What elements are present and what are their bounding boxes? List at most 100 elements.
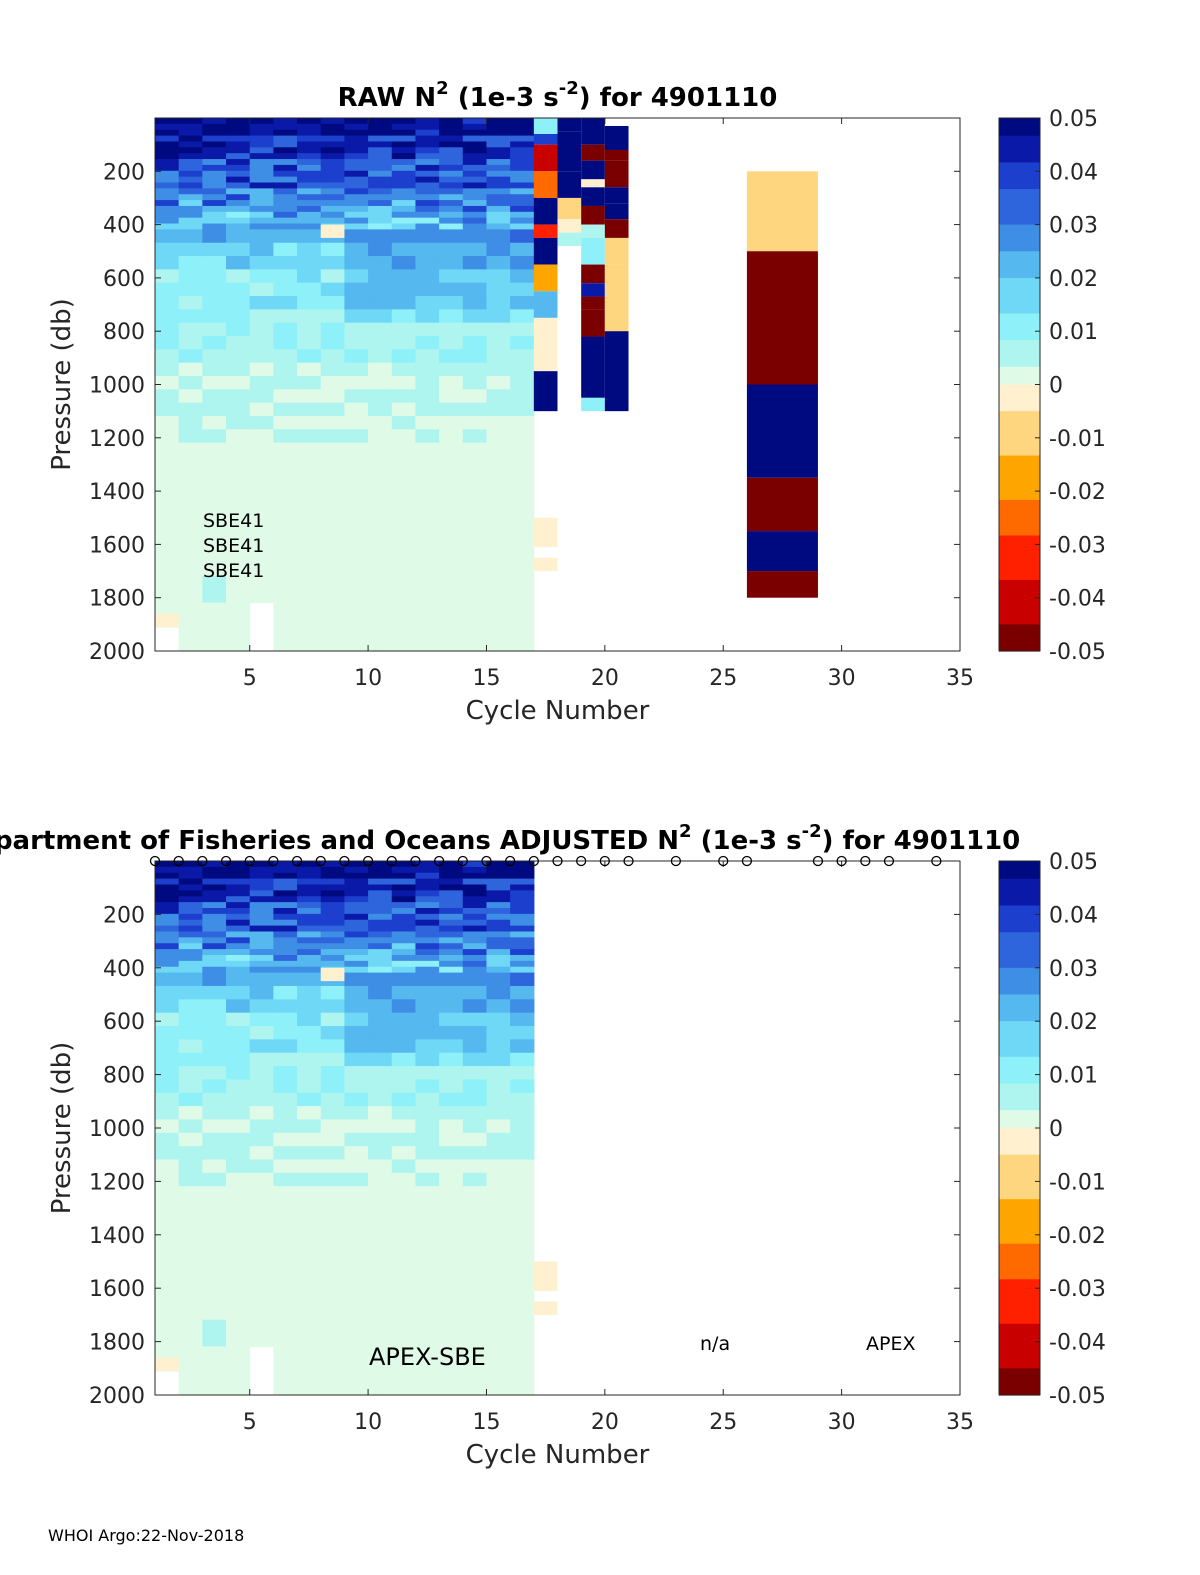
profile-cell bbox=[273, 890, 298, 897]
profile-cell bbox=[391, 1346, 417, 1374]
profile-cell bbox=[368, 902, 393, 909]
profile-cell bbox=[226, 349, 251, 364]
profile-cell bbox=[155, 1239, 180, 1267]
profile-cell bbox=[486, 878, 511, 886]
profile-cell bbox=[226, 429, 251, 444]
colorbar-band bbox=[999, 1297, 1040, 1307]
profile-cell bbox=[462, 925, 488, 933]
profile-cell bbox=[439, 960, 464, 968]
profile-cell bbox=[391, 322, 417, 337]
profile-cell bbox=[439, 1373, 464, 1396]
profile-cell bbox=[155, 549, 180, 577]
profile-cell bbox=[155, 890, 180, 897]
sensor-label: SBE41 bbox=[203, 510, 264, 532]
profile-cell bbox=[462, 1319, 488, 1348]
profile-cell bbox=[391, 966, 417, 974]
profile-cell bbox=[297, 211, 322, 219]
profile-cell bbox=[273, 256, 298, 270]
profile-cell bbox=[178, 282, 203, 297]
profile-cell bbox=[297, 1346, 322, 1374]
profile-cell bbox=[368, 296, 393, 310]
profile-cell bbox=[344, 902, 369, 909]
profile-cell bbox=[226, 861, 251, 868]
profile-cell bbox=[510, 147, 535, 154]
colorbar-tick-label: 0.04 bbox=[1049, 160, 1098, 185]
profile-cell bbox=[320, 415, 346, 430]
profile-cell bbox=[202, 575, 227, 604]
profile-cell bbox=[273, 375, 298, 390]
profile-cell bbox=[344, 1239, 369, 1267]
profile-cell bbox=[249, 896, 274, 903]
colorbar-band bbox=[999, 1243, 1040, 1254]
profile-cell bbox=[439, 1026, 464, 1040]
title-suffix: ) for 4901110 bbox=[579, 83, 778, 113]
profile-cell bbox=[486, 985, 511, 1000]
profile-cell bbox=[320, 159, 346, 166]
profile-cell bbox=[155, 269, 180, 284]
profile-cell bbox=[391, 296, 417, 310]
profile-cell bbox=[391, 182, 417, 189]
profile-cell bbox=[249, 200, 274, 207]
profile-cell bbox=[415, 931, 440, 938]
profile-cell bbox=[249, 429, 274, 444]
profile-cell bbox=[297, 861, 322, 868]
sparse-cell bbox=[581, 264, 605, 284]
profile-cell bbox=[226, 866, 251, 874]
profile-cell bbox=[178, 937, 203, 944]
profile-cell bbox=[368, 135, 393, 143]
profile-cell bbox=[368, 949, 393, 956]
profile-cell bbox=[297, 349, 322, 364]
profile-cell bbox=[273, 1066, 298, 1081]
profile-cell bbox=[273, 296, 298, 310]
profile-cell bbox=[486, 1172, 511, 1187]
profile-cell bbox=[439, 389, 464, 404]
profile-cell bbox=[297, 1146, 322, 1161]
profile-cell bbox=[415, 349, 440, 364]
cycle-marker bbox=[315, 855, 326, 867]
profile-cell bbox=[439, 1293, 464, 1321]
profile-cell bbox=[226, 985, 251, 1000]
profile-cell bbox=[297, 949, 322, 956]
profile-cell bbox=[439, 1079, 464, 1094]
profile-cell bbox=[344, 309, 369, 324]
profile-cell bbox=[178, 217, 203, 225]
profile-cell bbox=[462, 402, 488, 417]
profile-cell bbox=[249, 1052, 274, 1067]
profile-cell bbox=[249, 182, 274, 189]
profile-cell bbox=[415, 522, 440, 550]
profile-cell bbox=[486, 389, 511, 404]
profile-cell bbox=[155, 362, 180, 377]
profile-cell bbox=[344, 229, 369, 244]
profile-cell bbox=[344, 1119, 369, 1134]
profile-cell bbox=[391, 309, 417, 324]
profile-cell bbox=[391, 602, 417, 630]
profile-cell bbox=[297, 495, 322, 524]
profile-cell bbox=[510, 1186, 535, 1214]
profile-cell bbox=[320, 1346, 346, 1374]
profile-cell bbox=[320, 211, 346, 219]
profile-cell bbox=[510, 861, 535, 868]
sparse-cell bbox=[746, 171, 818, 252]
profile-cell bbox=[273, 147, 298, 154]
profile-cell bbox=[273, 223, 298, 230]
profile-cell bbox=[297, 141, 322, 148]
profile-cell bbox=[510, 217, 535, 225]
profile-cell bbox=[510, 1159, 535, 1174]
profile-cell bbox=[155, 282, 180, 297]
profile-cell bbox=[510, 282, 535, 297]
profile-cell bbox=[155, 402, 180, 417]
profile-cell bbox=[486, 170, 511, 178]
profile-cell bbox=[391, 242, 417, 257]
profile-cell bbox=[155, 188, 180, 195]
profile-cell bbox=[202, 200, 227, 207]
sparse-cell bbox=[581, 296, 605, 310]
profile-cell bbox=[462, 123, 488, 131]
profile-cell bbox=[273, 335, 298, 350]
profile-cell bbox=[510, 575, 535, 604]
profile-cell bbox=[249, 164, 274, 172]
profile-cell bbox=[273, 362, 298, 377]
y-tick-label: 800 bbox=[103, 320, 145, 345]
colorbar-tick-label: 0.03 bbox=[1049, 957, 1098, 982]
profile-cell bbox=[462, 931, 488, 938]
